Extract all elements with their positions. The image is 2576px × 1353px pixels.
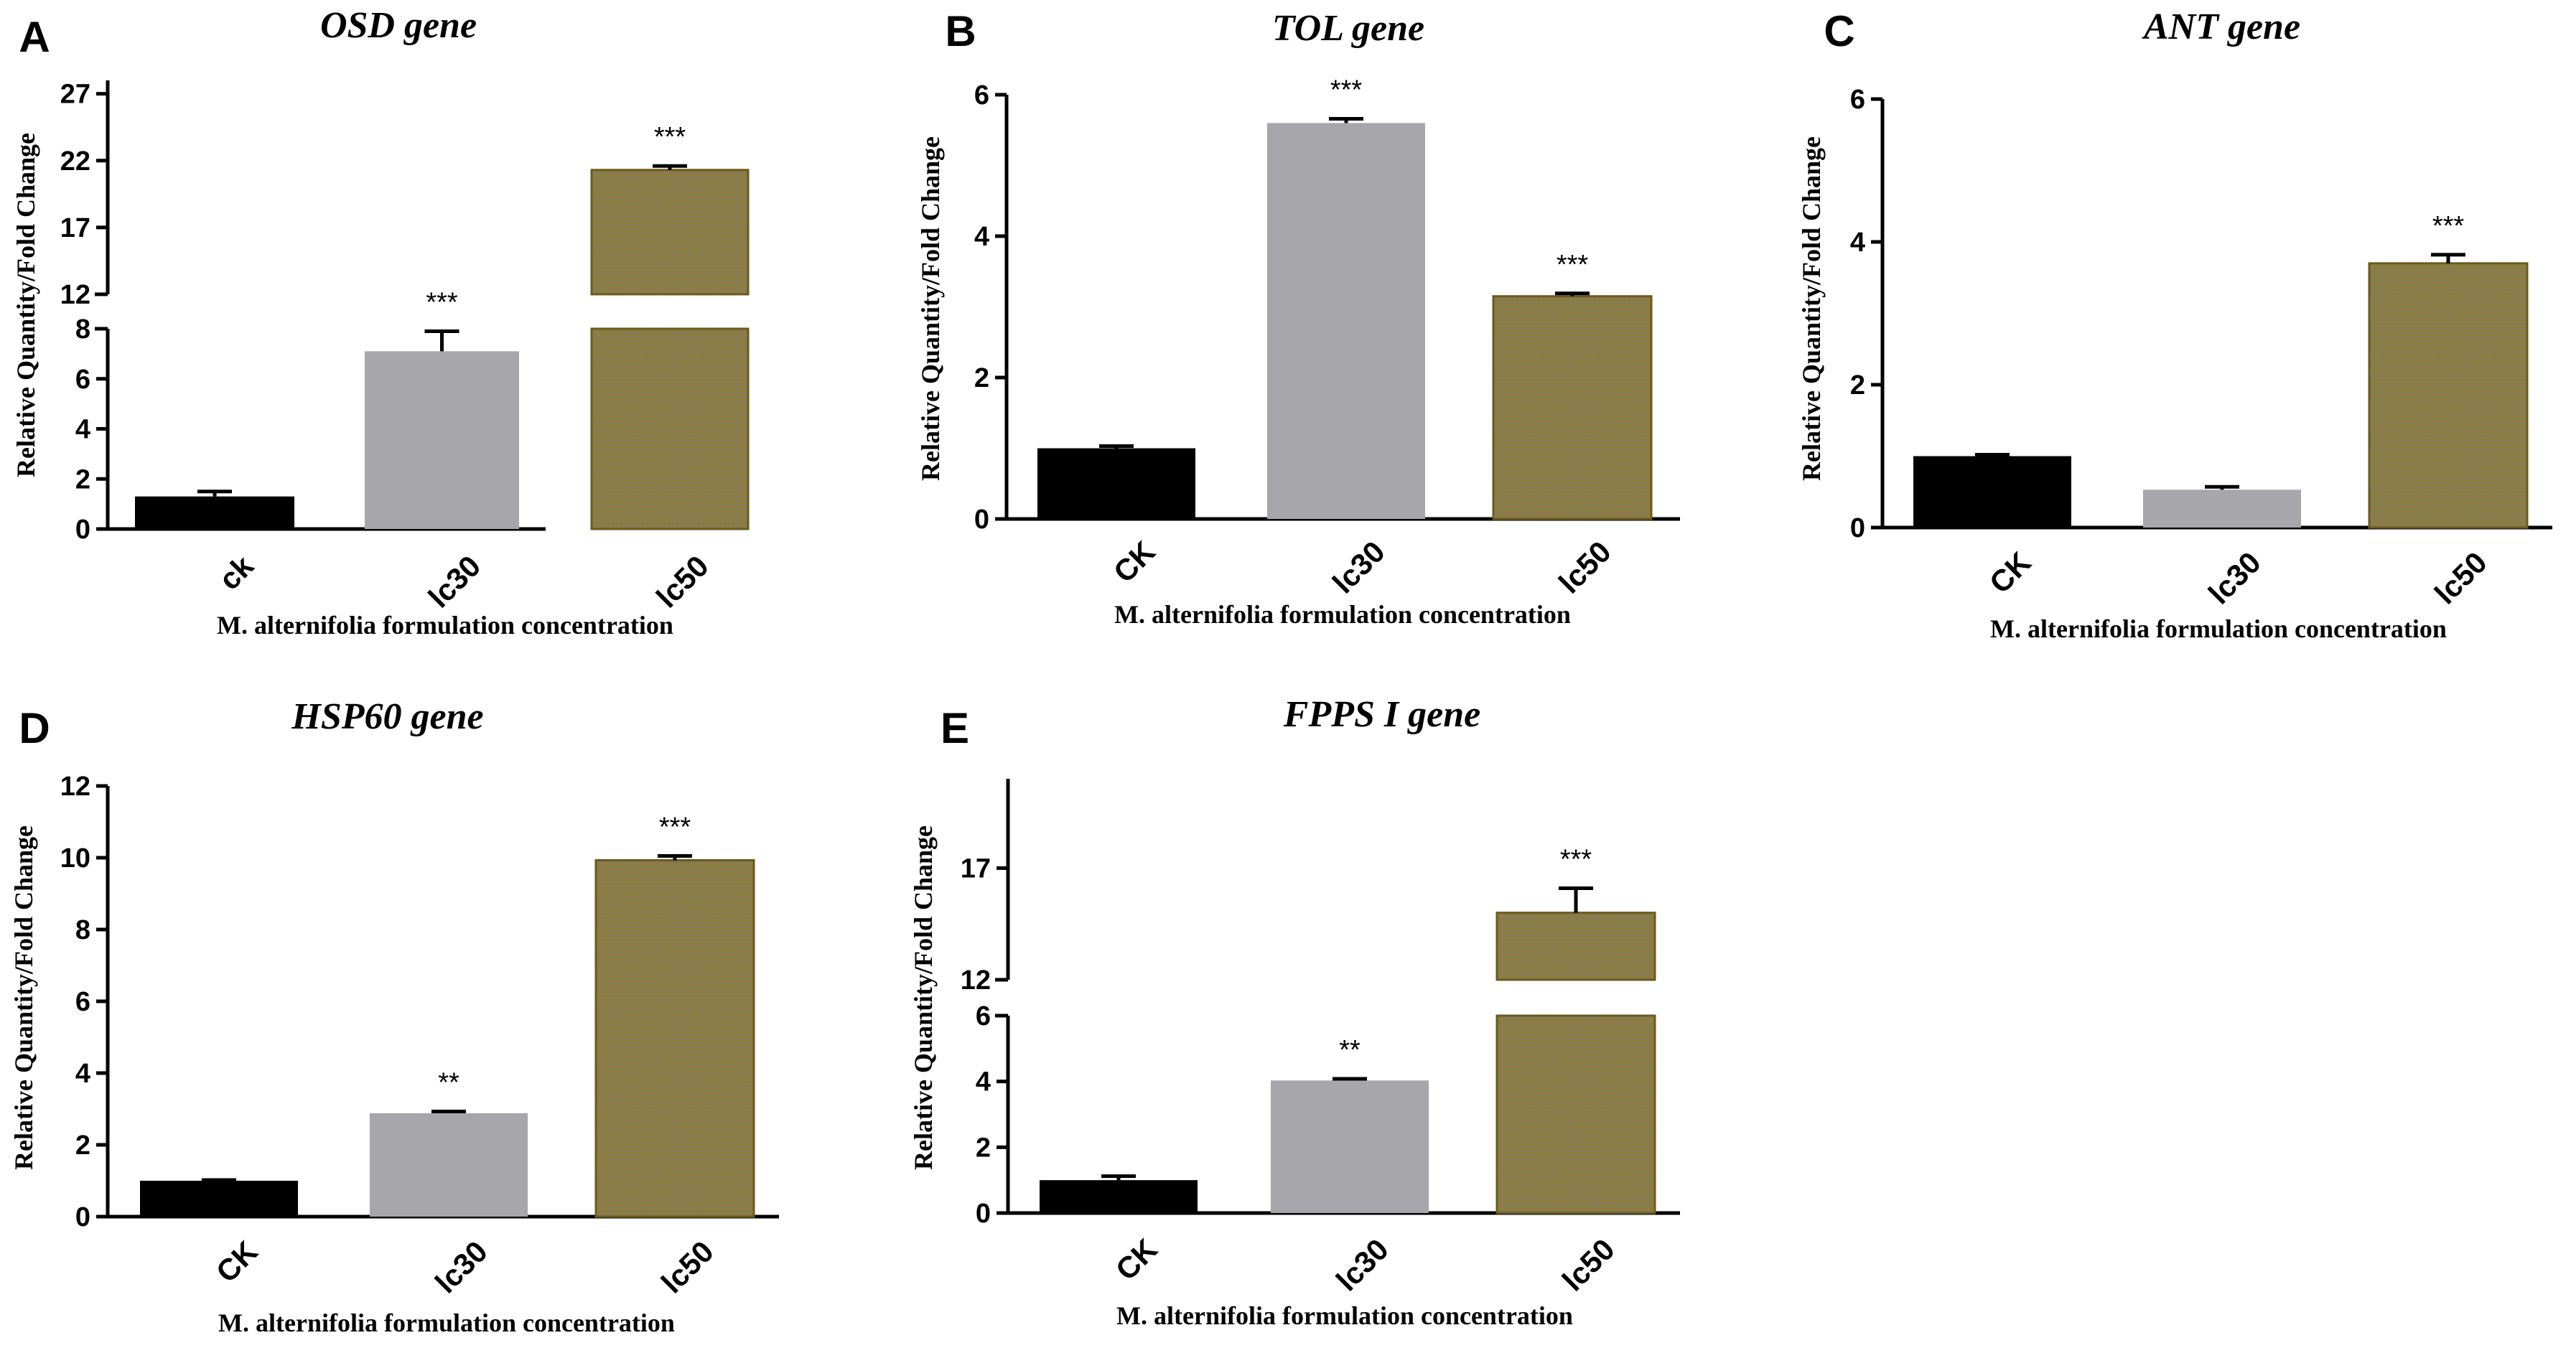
panel-c-y-tick-label: 4 <box>1850 228 1865 258</box>
panel-e-y-tick-label: 17 <box>961 853 991 884</box>
panel-a-significance-lc30: *** <box>426 287 458 317</box>
panel-e-y-tick-label: 12 <box>961 965 991 996</box>
panel-b-y-tick-label: 2 <box>974 363 989 393</box>
panel-d-significance-lc50: *** <box>659 813 691 843</box>
panel-e-y-tick-label: 0 <box>976 1199 991 1229</box>
panel-c-y-tick-label: 6 <box>1850 85 1865 115</box>
panel-e-y-tick-label: 2 <box>976 1133 991 1163</box>
panel-a-category-label-lc50: lc50 <box>650 549 715 614</box>
panel-c-category-label-lc30: lc30 <box>2202 546 2267 611</box>
panel-a: A OSD gene Relative Quantity/Fold Change M.… <box>11 5 750 640</box>
panel-e-letter: E <box>941 704 969 752</box>
panel-e: E FPPS I gene Relative Quantity/Fold Chang… <box>909 694 1680 1330</box>
panel-d: D HSP60 gene Relative Quantity/Fold Change… <box>9 696 779 1337</box>
panel-a-y-tick-label: 4 <box>75 415 90 445</box>
panel-a-y-axis-label: Relative Quantity/Fold Change <box>11 133 40 477</box>
panel-a-bar-lc50-lower <box>590 327 750 530</box>
panel-b-letter: B <box>945 7 976 55</box>
panel-b-y-axis-label: Relative Quantity/Fold Change <box>916 136 945 481</box>
panel-e-bar-lc30 <box>1271 1080 1429 1213</box>
panel-c-bar-ck <box>1913 456 2071 528</box>
panel-b-x-axis-label: M. alternifolia formulation concentratio… <box>1114 600 1571 629</box>
panel-d-category-label-lc30: lc30 <box>429 1235 494 1300</box>
panel-b-title: TOL gene <box>1272 8 1424 49</box>
panel-d-bar-ck <box>140 1181 298 1217</box>
panel-d-significance-lc30: ** <box>438 1068 459 1098</box>
panel-a-y-tick-label: 0 <box>75 515 90 545</box>
panel-b-category-label-lc50: lc50 <box>1552 535 1618 600</box>
panel-c-category-label-lc50: lc50 <box>2428 546 2493 611</box>
panel-d-title: HSP60 gene <box>291 696 483 737</box>
panel-b-y-tick-label: 4 <box>974 222 989 252</box>
panel-e-bar-lc50-upper <box>1495 912 1656 981</box>
panel-a-bar-lc30 <box>365 351 519 529</box>
panel-b-y-tick-label: 6 <box>974 80 989 111</box>
panel-a-bar-ck <box>135 496 294 529</box>
panel-e-category-label-lc50: lc50 <box>1556 1232 1621 1298</box>
panel-e-title: FPPS I gene <box>1283 694 1480 735</box>
panel-e-significance-lc50: *** <box>1560 844 1592 874</box>
panel-a-y-tick-label: 17 <box>60 213 90 243</box>
panel-e-significance-lc30: ** <box>1339 1035 1361 1065</box>
panel-c-significance-lc50: *** <box>2432 211 2465 241</box>
panel-a-y-tick-label: 2 <box>75 464 90 495</box>
panel-e-y-tick-label: 6 <box>976 1001 991 1031</box>
panel-a-y-tick-label: 12 <box>60 280 90 310</box>
panel-c-y-tick-label: 0 <box>1850 513 1865 543</box>
panel-e-category-label-lc30: lc30 <box>1330 1232 1395 1298</box>
panel-b-category-label-ck: CK <box>1107 535 1162 589</box>
panel-d-y-tick-label: 4 <box>75 1059 90 1089</box>
panel-a-title: OSD gene <box>320 5 477 46</box>
panel-d-y-tick-label: 10 <box>60 843 90 874</box>
panel-a-bar-lc50-upper <box>590 169 750 296</box>
panel-a-category-label-lc30: lc30 <box>421 549 487 614</box>
panel-e-y-axis-label: Relative Quantity/Fold Change <box>909 825 938 1170</box>
panel-d-y-tick-label: 12 <box>60 772 90 802</box>
panel-c-x-axis-label: M. alternifolia formulation concentratio… <box>1990 614 2447 643</box>
panel-b-bar-ck <box>1037 448 1195 519</box>
panel-a-significance-lc50: *** <box>654 122 686 152</box>
panel-d-bar-lc30 <box>370 1113 528 1217</box>
panel-c-category-label-ck: CK <box>1983 546 2038 600</box>
panel-a-y-tick-label: 6 <box>75 365 90 395</box>
panel-a-y-tick-label: 27 <box>60 80 90 110</box>
panel-b-bar-lc30 <box>1267 123 1425 519</box>
panel-b-category-label-lc30: lc30 <box>1326 535 1391 600</box>
panel-d-category-label-ck: CK <box>210 1235 264 1289</box>
panel-d-y-tick-label: 2 <box>75 1130 90 1161</box>
panel-b-y-tick-label: 0 <box>974 505 989 535</box>
panel-c: C ANT gene Relative Quantity/Fold Change M.… <box>1797 6 2552 643</box>
panel-e-category-label-ck: CK <box>1109 1232 1164 1287</box>
panel-a-letter: A <box>19 13 50 61</box>
panel-e-bar-ck <box>1040 1180 1198 1213</box>
panels: A OSD gene Relative Quantity/Fold Change M.… <box>9 5 2552 1337</box>
panel-d-category-label-lc50: lc50 <box>655 1235 720 1300</box>
panel-c-title: ANT gene <box>2142 6 2300 47</box>
panel-e-bar-lc50-lower <box>1495 1014 1656 1214</box>
panel-d-y-axis-label: Relative Quantity/Fold Change <box>9 825 38 1170</box>
panel-a-y-tick-label: 22 <box>60 146 90 177</box>
panel-c-y-tick-label: 2 <box>1850 370 1865 401</box>
panel-e-x-axis-label: M. alternifolia formulation concentratio… <box>1116 1301 1573 1330</box>
panel-d-x-axis-label: M. alternifolia formulation concentratio… <box>218 1308 675 1337</box>
panel-d-letter: D <box>19 704 50 752</box>
panel-e-y-tick-label: 4 <box>976 1067 991 1097</box>
panel-c-letter: C <box>1824 7 1854 55</box>
panel-a-x-axis-label: M. alternifolia formulation concentratio… <box>217 611 673 640</box>
panel-d-y-tick-label: 8 <box>75 915 90 945</box>
panel-b-significance-lc50: *** <box>1557 250 1589 280</box>
panel-d-y-tick-label: 6 <box>75 987 90 1017</box>
panel-b-significance-lc30: *** <box>1330 75 1363 105</box>
panel-c-bar-lc50 <box>2368 262 2529 529</box>
panel-b-bar-lc50 <box>1492 295 1653 520</box>
panel-c-bar-lc30 <box>2143 490 2301 528</box>
panel-c-y-axis-label: Relative Quantity/Fold Change <box>1797 136 1826 481</box>
panel-a-category-label-ck: ck <box>213 548 261 596</box>
panel-a-y-tick-label: 8 <box>75 314 90 345</box>
panel-b: B TOL gene Relative Quantity/Fold Change M.… <box>916 7 1680 629</box>
panel-d-y-tick-label: 0 <box>75 1202 90 1232</box>
panel-d-bar-lc50 <box>594 859 755 1218</box>
